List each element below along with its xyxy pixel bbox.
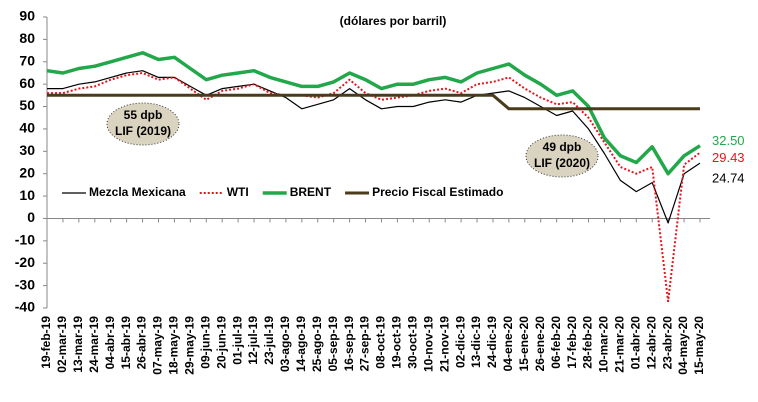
annotation-bubble bbox=[525, 134, 599, 178]
x-tick-label: 07-may-19 bbox=[151, 316, 165, 375]
x-tick-label: 12-abr-20 bbox=[644, 316, 658, 370]
x-tick-label: 13-mar-19 bbox=[71, 316, 85, 373]
x-tick-label: 06-feb-20 bbox=[549, 316, 563, 369]
y-tick-label: 80 bbox=[19, 30, 35, 46]
x-tick-label: 19-oct-19 bbox=[390, 316, 404, 369]
x-tick-label: 28-feb-20 bbox=[581, 316, 595, 369]
y-tick-label: 60 bbox=[19, 75, 35, 91]
x-tick-label: 10-nov-19 bbox=[421, 316, 435, 372]
legend-label: Precio Fiscal Estimado bbox=[372, 185, 503, 199]
x-tick-label: 03-ago-19 bbox=[278, 316, 292, 372]
x-tick-label: 29-may-19 bbox=[183, 316, 197, 375]
x-tick-label: 10-mar-20 bbox=[597, 316, 611, 373]
series-line bbox=[47, 72, 701, 303]
x-tick-label: 20-jun-19 bbox=[214, 316, 228, 369]
y-tick-label: 70 bbox=[19, 52, 35, 68]
annotation-text: 55 dpb bbox=[124, 108, 163, 122]
x-tick-label: 01-jul-19 bbox=[230, 316, 244, 365]
y-tick-label: -10 bbox=[15, 232, 35, 248]
series-line bbox=[47, 93, 700, 111]
x-tick-label: 02-dic-19 bbox=[453, 316, 467, 368]
x-tick-label: 17-feb-20 bbox=[565, 316, 579, 369]
y-tick-label: -20 bbox=[15, 254, 35, 270]
x-tick-label: 30-oct-19 bbox=[405, 316, 419, 369]
x-tick-label: 21-mar-20 bbox=[613, 316, 627, 373]
x-tick-label: 04-may-20 bbox=[676, 316, 690, 375]
x-tick-label: 12-jul-19 bbox=[246, 316, 260, 365]
y-tick-label: 0 bbox=[27, 209, 35, 225]
x-tick-label: 23-abr-20 bbox=[660, 316, 674, 370]
x-tick-label: 16-sep-19 bbox=[342, 316, 356, 372]
y-tick-label: -30 bbox=[15, 276, 35, 292]
legend-label: Mezcla Mexicana bbox=[89, 185, 186, 199]
x-tick-label: 09-jun-19 bbox=[198, 316, 212, 369]
x-tick-label: 15-may-20 bbox=[692, 316, 706, 375]
x-tick-label: 24-mar-19 bbox=[87, 316, 101, 373]
x-tick-label: 02-mar-19 bbox=[55, 316, 69, 373]
annotation-text: LIF (2020) bbox=[534, 156, 590, 170]
x-tick-label: 21-nov-19 bbox=[437, 316, 451, 372]
x-tick-label: 26-abr-19 bbox=[135, 316, 149, 370]
annotation-text: 49 dpb bbox=[543, 140, 582, 154]
legend-label: BRENT bbox=[290, 185, 332, 199]
series-line bbox=[46, 51, 701, 176]
y-tick-label: 10 bbox=[19, 187, 35, 203]
x-tick-label: 23-jul-19 bbox=[262, 316, 276, 365]
y-tick-label: 30 bbox=[19, 142, 35, 158]
x-tick-label: 05-sep-19 bbox=[326, 316, 340, 372]
value-label: 32.50 bbox=[712, 133, 745, 148]
x-tick-label: 18-may-19 bbox=[167, 316, 181, 375]
value-label: 24.74 bbox=[712, 171, 745, 186]
x-tick-label: 27-sep-19 bbox=[358, 316, 372, 372]
x-tick-label: 13-dic-19 bbox=[469, 316, 483, 368]
x-tick-label: 14-ago-19 bbox=[294, 316, 308, 372]
x-tick-label: 01-abr-20 bbox=[628, 316, 642, 370]
x-tick-label: 08-oct-19 bbox=[374, 316, 388, 369]
annotation-bubble bbox=[106, 102, 180, 146]
x-tick-label: 26-ene-20 bbox=[533, 316, 547, 372]
y-tick-label: -40 bbox=[15, 299, 35, 315]
y-tick-label: 50 bbox=[19, 97, 35, 113]
x-tick-label: 24-dic-19 bbox=[485, 316, 499, 368]
annotation-text: LIF (2019) bbox=[115, 124, 171, 138]
legend-label: WTI bbox=[227, 185, 249, 199]
value-label: 29.43 bbox=[712, 150, 745, 165]
y-tick-label: 20 bbox=[19, 164, 35, 180]
x-tick-label: 04-abr-19 bbox=[103, 316, 117, 370]
x-tick-label: 15-ene-20 bbox=[517, 316, 531, 372]
y-tick-label: 40 bbox=[19, 120, 35, 136]
chart-subtitle: (dólares por barril) bbox=[340, 14, 447, 28]
x-tick-label: 15-abr-19 bbox=[119, 316, 133, 370]
x-tick-label: 25-ago-19 bbox=[310, 316, 324, 372]
x-tick-label: 19-feb-19 bbox=[39, 316, 53, 369]
series-line bbox=[47, 70, 701, 224]
x-tick-label: 04-ene-20 bbox=[501, 316, 515, 372]
y-tick-label: 90 bbox=[19, 8, 35, 24]
